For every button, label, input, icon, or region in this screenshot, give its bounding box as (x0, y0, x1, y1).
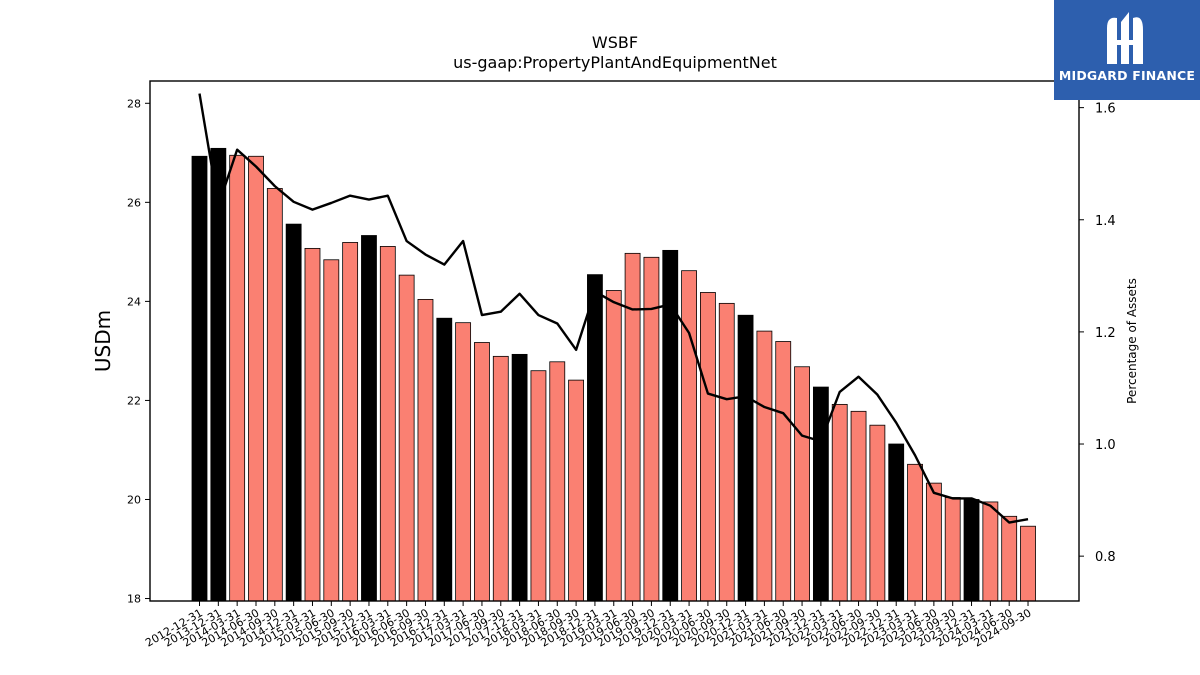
y2-tick-label: 1.2 (1095, 326, 1116, 341)
y2-axis-label: Percentage of Assets (1125, 278, 1139, 404)
bar (210, 147, 227, 602)
logo-mark-icon (1107, 12, 1143, 64)
y-tick-label: 18 (127, 593, 141, 606)
bar-layer (191, 147, 1036, 602)
y-tick-label: 26 (127, 196, 141, 209)
bar (568, 379, 584, 602)
logo-text: MIDGARD FINANCE (1058, 68, 1196, 83)
bar (248, 155, 264, 602)
plot-frame (149, 80, 1080, 602)
bar (587, 274, 603, 602)
bar (982, 501, 999, 602)
bar (812, 386, 829, 602)
percentage-of-assets-line (198, 93, 1029, 524)
bar (304, 247, 321, 602)
y2-tick-label: 1.0 (1095, 438, 1116, 453)
y-tick-label: 22 (127, 394, 141, 407)
bar (850, 410, 867, 602)
y-axis-label: USDm (91, 310, 115, 372)
x-axis: 2012-12-312013-12-312014-03-312014-06-30… (143, 601, 1034, 650)
bar (718, 302, 735, 602)
bar (417, 298, 434, 602)
bar (455, 322, 472, 602)
bar (511, 353, 528, 602)
bar (756, 330, 773, 602)
bar (907, 463, 923, 602)
bar (379, 246, 396, 602)
bar (737, 314, 754, 602)
bar (1001, 515, 1018, 602)
bar (831, 403, 848, 602)
y-axis-right: 0.8 1.0 1.2 1.4 1.6 (1079, 102, 1116, 565)
bar (624, 252, 641, 602)
bar (775, 341, 792, 602)
bar (266, 188, 283, 602)
bar (398, 274, 415, 602)
chart-subtitle: us-gaap:PropertyPlantAndEquipmentNet (453, 53, 777, 72)
bar (530, 370, 547, 602)
bar (229, 154, 246, 602)
y-tick-label: 20 (127, 493, 141, 506)
bar (342, 242, 359, 602)
y-axis-left: 18 20 22 24 26 28 (127, 97, 150, 606)
bar (474, 342, 490, 602)
midgard-finance-logo: MIDGARD FINANCE (1054, 0, 1200, 100)
bar (285, 223, 302, 602)
bar (436, 317, 453, 602)
bar (323, 259, 340, 602)
bar (662, 249, 679, 602)
y2-tick-label: 1.6 (1095, 102, 1116, 117)
y-tick-label: 28 (127, 97, 141, 110)
bar (944, 497, 961, 602)
bar (1020, 525, 1036, 602)
y2-tick-label: 0.8 (1095, 550, 1116, 565)
line-layer (198, 93, 1029, 524)
bar (361, 235, 377, 602)
y2-tick-label: 1.4 (1095, 214, 1116, 229)
bar (963, 499, 980, 602)
bar (605, 290, 622, 602)
bar (925, 482, 942, 602)
y-tick-label: 24 (127, 295, 141, 308)
bar (794, 366, 810, 602)
bar (492, 355, 509, 602)
bar (869, 424, 886, 602)
bar (681, 270, 697, 602)
bar (888, 443, 905, 602)
bar (191, 155, 208, 602)
bar (700, 292, 716, 602)
chart-title: WSBF (592, 33, 638, 52)
bar (549, 361, 566, 602)
